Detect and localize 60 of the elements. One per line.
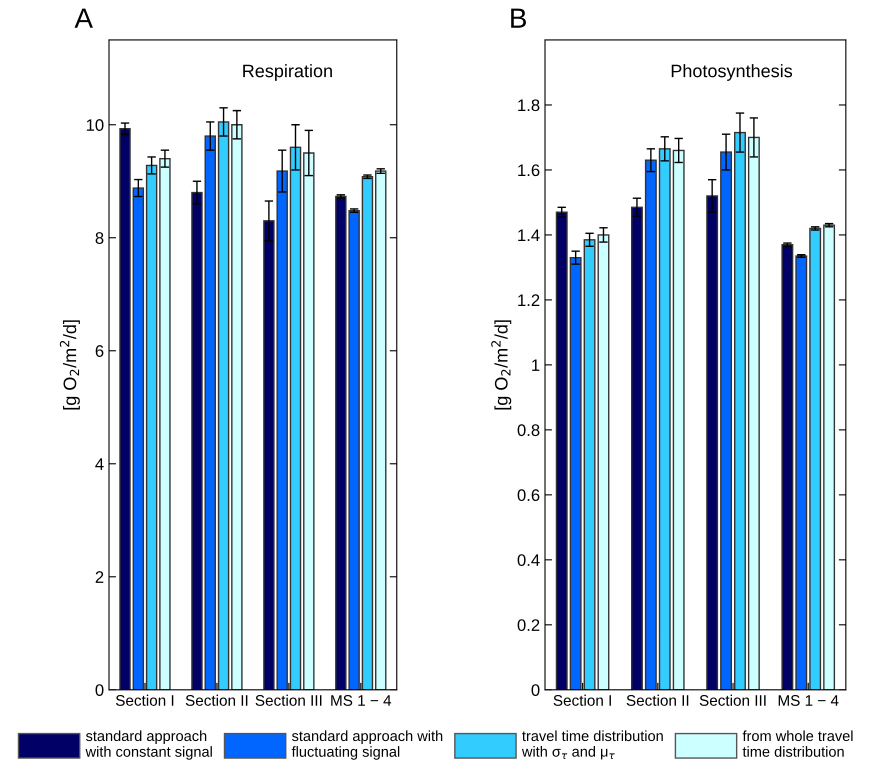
- y-tick-label: 6: [96, 345, 104, 357]
- y-tick-label: 0: [532, 684, 540, 696]
- bar: [290, 146, 302, 690]
- bar: [276, 170, 288, 690]
- y-tick-label: 0.8: [518, 424, 540, 436]
- y-tick-label: 2: [96, 571, 104, 583]
- bar: [303, 152, 315, 690]
- x-tick-label: MS 1 − 4: [778, 695, 839, 706]
- y-tick-label: 1.2: [518, 294, 540, 306]
- x-tick-label: Section III: [256, 694, 322, 706]
- y-tick-label: 1.6: [518, 164, 540, 176]
- y-tick-label: 0: [96, 684, 104, 696]
- bar: [672, 150, 685, 690]
- bar: [191, 192, 203, 690]
- y-tick-label: 1.4: [518, 230, 540, 241]
- bar: [720, 151, 732, 690]
- legend-label: from whole travel time distribution: [742, 730, 853, 757]
- bar: [658, 148, 671, 690]
- bar: [132, 187, 144, 690]
- text: A: [74, 8, 93, 28]
- bar: [598, 234, 610, 690]
- legend-label: travel time distribution with σ$_{τ}$ and μ$_{τ}$: [522, 730, 663, 760]
- x-tick-label: Section II: [626, 694, 688, 706]
- y-tick-label: 4: [95, 458, 104, 470]
- bar: [706, 195, 718, 690]
- bar: [781, 244, 794, 690]
- bar: [795, 255, 808, 690]
- bar: [570, 256, 582, 690]
- bar: [644, 160, 657, 690]
- bar: [748, 136, 760, 690]
- legend-label: standard approach with constant signal: [86, 730, 212, 760]
- text: Photosynthesis: [672, 64, 792, 81]
- y-tick-label: 8: [96, 232, 104, 244]
- x-tick-label: MS 1 − 4: [331, 695, 392, 706]
- bar: [630, 206, 643, 690]
- text: Respiration: [243, 64, 332, 81]
- x-tick-label: Section I: [116, 694, 174, 706]
- y-tick-label: 0.6: [518, 489, 540, 502]
- bar: [204, 135, 216, 690]
- bar: [584, 239, 596, 690]
- bar: [734, 132, 746, 690]
- x-tick-label: Section I: [554, 694, 611, 706]
- bar: [335, 196, 347, 690]
- bar: [119, 128, 131, 690]
- y-tick-label: 1: [532, 359, 540, 371]
- y-tick-label: 0.4: [518, 554, 540, 566]
- bar: [823, 224, 836, 690]
- y-tick-label: 1.8: [518, 99, 540, 112]
- x-tick-label: Section II: [186, 694, 248, 706]
- y-axis-title: [g O$_{2}$/m$^{2}$/d]: [60, 320, 80, 410]
- y-tick-label: 10: [86, 119, 104, 131]
- bar: [809, 228, 822, 690]
- bar: [263, 220, 275, 690]
- y-tick-label: 0.2: [518, 619, 540, 632]
- bar: [375, 170, 386, 690]
- x-tick-label: Section III: [700, 694, 766, 706]
- bar: [556, 211, 568, 690]
- y-axis-title: [g O$_{2}$/m$^{2}$/d]: [491, 320, 512, 410]
- text: B: [511, 8, 526, 28]
- legend-label: standard approach with fluctuating signal: [292, 730, 442, 760]
